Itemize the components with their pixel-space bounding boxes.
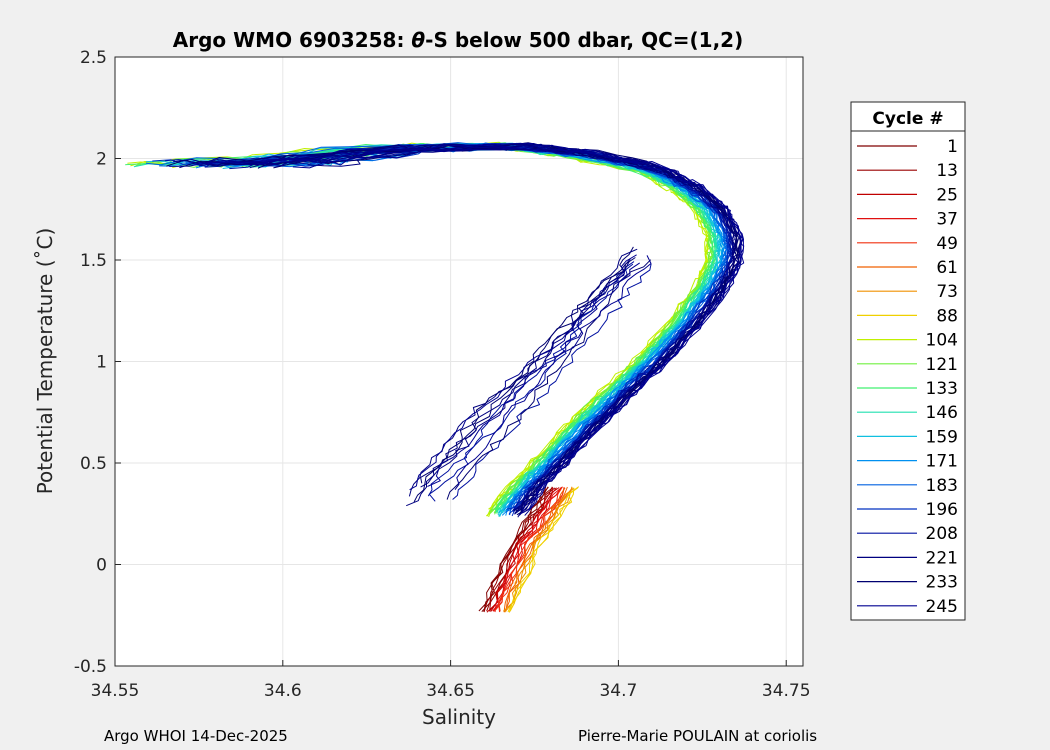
y-ticks: -0.5 0 0.5 1 1.5 2 2.5 bbox=[74, 48, 121, 677]
legend-label-88: 88 bbox=[936, 306, 958, 326]
x-tick-label: 34.7 bbox=[599, 681, 637, 701]
series-line-1 bbox=[481, 486, 547, 613]
chart-title: Argo WMO 6903258: θ-S below 500 dbar, QC… bbox=[173, 28, 743, 52]
data-series bbox=[125, 141, 745, 613]
series-line-208 bbox=[428, 263, 634, 502]
x-tick-label: 34.65 bbox=[426, 681, 475, 701]
legend-label-159: 159 bbox=[926, 427, 958, 447]
x-tick-label: 34.6 bbox=[264, 681, 302, 701]
legend-label-49: 49 bbox=[936, 234, 958, 254]
legend-label-183: 183 bbox=[926, 476, 958, 496]
legend-label-196: 196 bbox=[926, 500, 958, 520]
series-line-233 bbox=[420, 246, 634, 484]
y-axis-label: Potential Temperature (˚C) bbox=[33, 228, 57, 495]
y-tick-label: 0.5 bbox=[80, 454, 107, 474]
x-ticks: 34.55 34.6 34.65 34.7 34.75 bbox=[91, 660, 811, 701]
y-tick-label: 2 bbox=[96, 150, 107, 170]
legend-label-25: 25 bbox=[936, 185, 958, 205]
series-line-208 bbox=[452, 263, 652, 500]
legend-label-221: 221 bbox=[926, 548, 958, 568]
footer-left: Argo WHOI 14-Dec-2025 bbox=[104, 727, 288, 745]
series-line-49 bbox=[498, 486, 563, 612]
series-line-233 bbox=[413, 257, 636, 503]
series-line-25 bbox=[490, 487, 560, 612]
legend-label-245: 245 bbox=[926, 597, 958, 617]
series-line-245 bbox=[454, 255, 652, 490]
legend-label-61: 61 bbox=[936, 258, 958, 278]
legend-label-233: 233 bbox=[926, 573, 958, 593]
x-tick-label: 34.75 bbox=[762, 681, 811, 701]
series-line-183 bbox=[145, 142, 728, 510]
legend-label-104: 104 bbox=[926, 331, 958, 351]
legend-label-208: 208 bbox=[926, 524, 958, 544]
plot-area: 34.55 34.6 34.65 34.7 34.75 -0.5 0 0.5 1 1.5 2 2.5 bbox=[74, 48, 811, 701]
chart-title-suffix: -S below 500 dbar, QC=(1,2) bbox=[425, 28, 743, 52]
x-axis-label: Salinity bbox=[422, 705, 496, 729]
x-tick-label: 34.55 bbox=[91, 681, 140, 701]
series-line-208 bbox=[427, 261, 635, 497]
series-line-25 bbox=[489, 487, 557, 612]
y-tick-label: 0 bbox=[96, 556, 107, 576]
y-tick-label: 2.5 bbox=[80, 48, 107, 68]
y-tick-label: 1 bbox=[96, 353, 107, 373]
series-line-13 bbox=[486, 487, 556, 612]
series-line-73 bbox=[503, 486, 573, 612]
footer-right: Pierre-Marie POULAIN at coriolis bbox=[578, 727, 817, 745]
series-line-73 bbox=[504, 487, 573, 613]
legend-label-13: 13 bbox=[936, 161, 958, 181]
legend-label-37: 37 bbox=[936, 210, 958, 230]
legend-label-133: 133 bbox=[926, 379, 958, 399]
chart-title-prefix: Argo WMO 6903258: bbox=[173, 28, 412, 52]
series-line-245 bbox=[409, 262, 640, 491]
series-line-88 bbox=[507, 487, 579, 613]
legend-label-1: 1 bbox=[947, 137, 958, 157]
series-line-245 bbox=[169, 144, 745, 513]
legend-label-171: 171 bbox=[926, 452, 958, 472]
y-tick-label: -0.5 bbox=[74, 657, 107, 677]
legend: Cycle # 1 13 25 37 49 61 73 88 104 121 133 146 159 17… bbox=[850, 101, 966, 621]
legend-label-73: 73 bbox=[936, 282, 958, 302]
series-line-37 bbox=[492, 487, 562, 612]
legend-title: Cycle # bbox=[872, 109, 943, 129]
series-line-233 bbox=[446, 259, 652, 500]
legend-entries: 1 13 25 37 49 61 73 88 104 121 133 146 159 171 183 196 2… bbox=[857, 137, 958, 617]
series-line-245 bbox=[427, 254, 637, 487]
legend-label-121: 121 bbox=[926, 355, 958, 375]
series-line-88 bbox=[508, 486, 580, 613]
y-tick-label: 1.5 bbox=[80, 251, 107, 271]
chart-title-theta: θ bbox=[411, 28, 425, 52]
legend-label-146: 146 bbox=[926, 403, 958, 423]
